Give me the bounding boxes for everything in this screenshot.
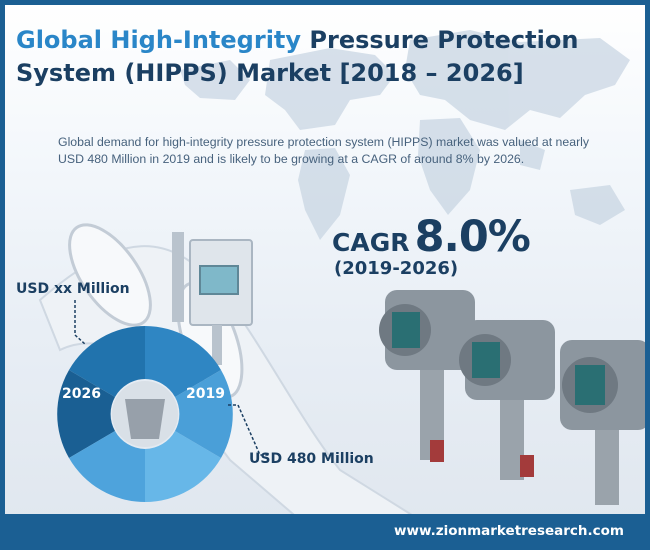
donut-segment-bottom-right xyxy=(145,431,221,502)
cagr-period: (2019-2026) xyxy=(334,258,459,279)
title-remainder: Pressure Protection System (HIPPS) Marke… xyxy=(16,26,579,87)
donut-segment-bottom-left xyxy=(69,431,145,502)
donut-center-detail xyxy=(125,399,165,439)
market-description: Global demand for high-integrity pressur… xyxy=(58,135,590,166)
page-title: Global High-Integrity Pressure Protectio… xyxy=(16,24,616,90)
donut-label-2026: 2026 xyxy=(62,386,101,402)
market-donut-chart xyxy=(57,326,233,502)
control-panel-illustration xyxy=(172,232,253,365)
pressure-transmitters-illustration xyxy=(379,290,650,505)
donut-segment-top-right xyxy=(145,326,221,397)
title-highlight: Global High-Integrity xyxy=(16,26,302,54)
donut-segment-left xyxy=(57,370,115,458)
cagr-label: CAGR xyxy=(332,228,410,257)
world-map-silhouette xyxy=(180,30,630,240)
footer-bar: www.zionmarketresearch.com xyxy=(0,514,650,550)
callout-usd-480-million: USD 480 Million xyxy=(249,451,374,467)
website-link[interactable]: www.zionmarketresearch.com xyxy=(394,523,624,539)
callout-usd-xx-million: USD xx Million xyxy=(16,281,130,297)
cagr-block: CAGR 8.0% xyxy=(332,212,531,262)
donut-label-2019: 2019 xyxy=(186,386,225,402)
cagr-value: 8.0% xyxy=(414,212,531,262)
donut-segment-right xyxy=(175,370,233,458)
donut-segment-top-left xyxy=(69,326,145,397)
